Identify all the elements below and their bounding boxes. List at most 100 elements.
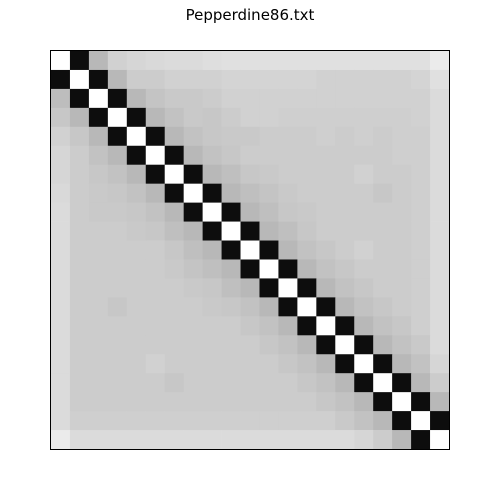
heatmap-cell-1-15	[335, 69, 355, 90]
heatmap-cell-6-7	[183, 164, 204, 185]
heatmap-cell-14-11	[259, 316, 279, 336]
heatmap-cell-2-0	[51, 88, 71, 109]
heatmap-cell-12-18	[392, 278, 412, 298]
heatmap-cell-12-15	[335, 278, 355, 298]
heatmap-cell-5-18	[392, 145, 412, 166]
heatmap-cell-16-3	[107, 354, 128, 374]
heatmap-cell-17-12	[278, 373, 298, 393]
heatmap-cell-2-16	[354, 88, 374, 109]
heatmap-cell-13-2	[88, 297, 109, 317]
heatmap-cell-11-14	[316, 259, 336, 279]
heatmap-cell-17-20	[430, 373, 450, 393]
heatmap-cell-15-6	[164, 335, 185, 355]
heatmap-cell-15-7	[183, 335, 204, 355]
heatmap-cell-13-7	[183, 297, 204, 317]
heatmap-cell-7-11	[259, 183, 279, 204]
heatmap-cell-19-5	[145, 411, 166, 431]
heatmap-cell-2-13	[297, 88, 317, 109]
heatmap-cell-2-17	[373, 88, 393, 109]
heatmap-cell-2-18	[392, 88, 412, 109]
heatmap-cell-20-11	[259, 430, 279, 450]
heatmap-cell-12-5	[145, 278, 166, 298]
heatmap-cell-1-12	[278, 69, 298, 90]
heatmap-cell-4-12	[278, 126, 298, 147]
heatmap-cell-4-16	[354, 126, 374, 147]
heatmap-cell-17-15	[335, 373, 355, 393]
heatmap-cell-4-19	[411, 126, 431, 147]
heatmap-cell-19-14	[316, 411, 336, 431]
heatmap-cell-14-15	[335, 316, 355, 336]
heatmap-cell-12-12	[278, 278, 298, 298]
heatmap-cell-15-0	[51, 335, 71, 355]
heatmap-cell-7-2	[88, 183, 109, 204]
heatmap-cell-14-2	[88, 316, 109, 336]
heatmap-cell-3-17	[373, 107, 393, 128]
heatmap-cell-17-19	[411, 373, 431, 393]
heatmap-cell-6-19	[411, 164, 431, 185]
heatmap-cell-6-16	[354, 164, 374, 185]
heatmap-cell-3-12	[278, 107, 298, 128]
heatmap-cell-0-17	[373, 51, 393, 71]
heatmap-cell-7-1	[69, 183, 90, 204]
heatmap-cell-16-1	[69, 354, 90, 374]
heatmap-cell-18-13	[297, 392, 317, 412]
heatmap-cell-7-9	[221, 183, 241, 204]
heatmap-cell-7-19	[411, 183, 431, 204]
heatmap-cell-15-5	[145, 335, 166, 355]
heatmap-cell-7-14	[316, 183, 336, 204]
heatmap-cell-18-7	[183, 392, 204, 412]
heatmap-cell-10-16	[354, 240, 374, 260]
heatmap-cell-7-10	[240, 183, 260, 204]
heatmap-cell-3-11	[259, 107, 279, 128]
heatmap-cell-19-20	[430, 411, 450, 431]
heatmap-cell-16-16	[354, 354, 374, 374]
heatmap-cell-9-10	[240, 221, 260, 241]
heatmap-cell-20-5	[145, 430, 166, 450]
heatmap-cell-4-17	[373, 126, 393, 147]
heatmap-cell-19-1	[69, 411, 90, 431]
heatmap-cell-8-16	[354, 202, 374, 222]
heatmap-cell-1-17	[373, 69, 393, 90]
heatmap-cell-20-2	[88, 430, 109, 450]
heatmap-cell-12-0	[51, 278, 71, 298]
heatmap-cell-10-1	[69, 240, 90, 260]
heatmap-cell-13-17	[373, 297, 393, 317]
heatmap-cell-1-16	[354, 69, 374, 90]
heatmap-cell-9-12	[278, 221, 298, 241]
heatmap-cell-3-16	[354, 107, 374, 128]
heatmap-cell-19-11	[259, 411, 279, 431]
heatmap-cell-15-4	[126, 335, 147, 355]
heatmap-cell-9-13	[297, 221, 317, 241]
heatmap-cell-17-6	[164, 373, 185, 393]
heatmap-cell-11-9	[221, 259, 241, 279]
heatmap-cell-18-16	[354, 392, 374, 412]
heatmap-cell-0-16	[354, 51, 374, 71]
heatmap-cell-10-13	[297, 240, 317, 260]
heatmap-cell-19-10	[240, 411, 260, 431]
heatmap-cell-12-10	[240, 278, 260, 298]
heatmap-cell-4-13	[297, 126, 317, 147]
heatmap-cell-5-5	[145, 145, 166, 166]
heatmap-cell-14-9	[221, 316, 241, 336]
heatmap-cell-0-13	[297, 51, 317, 71]
heatmap-cell-4-11	[259, 126, 279, 147]
heatmap-cell-15-3	[107, 335, 128, 355]
heatmap-cell-11-0	[51, 259, 71, 279]
heatmap-cell-0-4	[126, 51, 147, 71]
heatmap-cell-6-0	[51, 164, 71, 185]
heatmap-cell-0-1	[69, 51, 90, 71]
heatmap-cell-11-7	[183, 259, 204, 279]
heatmap-cell-10-8	[202, 240, 222, 260]
heatmap-cell-13-5	[145, 297, 166, 317]
heatmap-cell-2-9	[221, 88, 241, 109]
heatmap-cell-14-13	[297, 316, 317, 336]
heatmap-cell-5-7	[183, 145, 204, 166]
heatmap-cell-20-1	[69, 430, 90, 450]
heatmap-cell-3-19	[411, 107, 431, 128]
heatmap-cell-12-14	[316, 278, 336, 298]
heatmap-cell-13-4	[126, 297, 147, 317]
heatmap-cell-16-10	[240, 354, 260, 374]
heatmap-cell-3-10	[240, 107, 260, 128]
heatmap-cell-18-15	[335, 392, 355, 412]
heatmap-cell-4-20	[430, 126, 450, 147]
